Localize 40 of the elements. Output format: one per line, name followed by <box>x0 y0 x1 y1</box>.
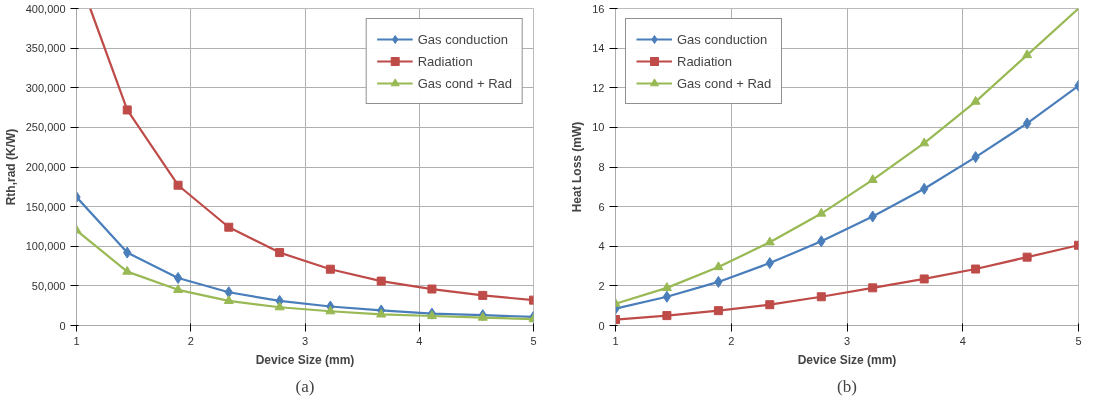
y-tick-label: 200,000 <box>25 161 66 173</box>
y-axis-title: Heat Loss (mW) <box>570 121 585 213</box>
y-tick-label: 300,000 <box>25 81 66 94</box>
y-tick-label: 8 <box>598 161 605 173</box>
y-tick-label: 400,000 <box>25 2 66 15</box>
text: (b) <box>837 376 857 396</box>
y-tick-label: 100,000 <box>25 240 66 253</box>
y-tick-label: 14 <box>592 42 605 55</box>
x-tick-label: 2 <box>728 334 735 347</box>
y-tick-label: 6 <box>598 200 605 213</box>
y-tick-label: 350,000 <box>25 42 66 55</box>
y-tick-label: 50,000 <box>31 279 66 292</box>
y-tick-label: 12 <box>592 81 605 94</box>
legend-label: Radiation <box>417 53 473 69</box>
legend-label: Radiation <box>677 53 732 69</box>
x-tick-label: 4 <box>959 334 966 347</box>
y-tick-label: 10 <box>592 121 605 134</box>
text: (a) <box>295 376 315 396</box>
x-axis-title: Device Size (mm) <box>255 352 355 367</box>
y-tick-label: 4 <box>598 240 605 253</box>
x-tick-label: 1 <box>73 334 80 347</box>
y-tick-label: 0 <box>59 319 66 332</box>
x-tick-label: 3 <box>843 334 851 347</box>
y-tick-label: 0 <box>598 319 605 332</box>
y-tick-label: 16 <box>592 2 605 15</box>
legend-label: Gas cond + Rad <box>417 75 512 91</box>
x-tick-label: 2 <box>187 334 194 347</box>
x-axis-title: Device Size (mm) <box>797 352 897 367</box>
y-tick-label: 150,000 <box>25 200 66 213</box>
legend-label: Gas conduction <box>677 31 768 47</box>
x-tick-label: 5 <box>530 334 537 347</box>
y-tick-label: 250,000 <box>25 121 66 134</box>
y-axis-title: Rth,rad (K/W) <box>3 128 18 206</box>
legend-label: Gas conduction <box>417 31 509 47</box>
x-tick-label: 4 <box>416 334 423 347</box>
x-tick-label: 5 <box>1075 334 1082 347</box>
x-tick-label: 1 <box>612 334 619 347</box>
x-tick-label: 3 <box>301 334 309 347</box>
legend-label: Gas cond + Rad <box>677 75 772 91</box>
y-tick-label: 2 <box>598 279 605 292</box>
